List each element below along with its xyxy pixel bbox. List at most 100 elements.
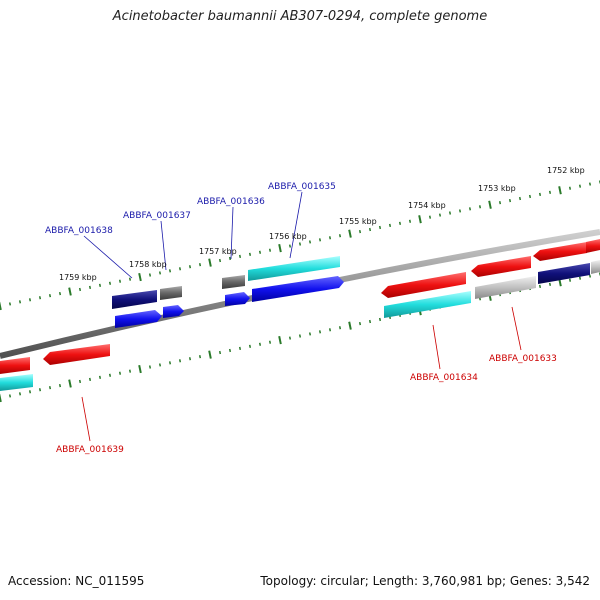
scale-tick [98,283,102,287]
scale-tick [278,336,282,345]
scale-label: 1752 kbp [547,166,585,175]
gene-feature[interactable] [222,275,245,289]
scale-tick [118,371,122,375]
scale-tick [128,277,132,281]
scale-tick [18,392,22,396]
scale-tick [88,377,92,382]
gene-label[interactable]: ABBFA_001637 [123,211,191,221]
scale-tick [78,379,82,384]
scale-tick [268,248,272,252]
gene-feature[interactable] [252,276,344,302]
gene-feature[interactable] [591,260,600,274]
gene-feature[interactable] [0,357,30,374]
scale-tick [198,263,202,267]
scale-tick [0,301,2,311]
scale-tick [228,256,232,261]
scale-tick [368,319,372,324]
scale-tick [0,393,2,403]
gene-feature[interactable] [225,292,250,306]
scale-tick [398,221,402,225]
gene-feature[interactable] [163,305,184,318]
gene-feature[interactable] [384,291,471,318]
scale-tick [358,321,362,326]
scale-tick [48,294,52,298]
forward-strand-genes [112,256,344,328]
gene-label[interactable]: ABBFA_001633 [489,354,557,364]
gene-feature[interactable] [475,276,536,299]
scale-label: 1755 kbp [339,217,377,226]
topology-text: Topology: circular; Length: 3,760,981 bp… [260,574,590,588]
scale-tick [568,278,572,282]
scale-tick [498,201,502,205]
scale-tick [518,196,522,201]
scale-tick [388,223,392,228]
reverse-strand-genes-left [0,344,110,391]
scale-tick [548,190,552,194]
scale-tick [248,252,252,256]
scale-tick [178,267,182,271]
map-title: Acinetobacter baumannii AB307-0294, comp… [112,9,488,24]
gene-feature[interactable] [0,374,33,391]
scale-tick [238,346,242,351]
scale-tick [578,276,582,280]
scale-label: 1753 kbp [478,184,516,193]
gene-feature[interactable] [586,239,600,253]
gene-feature[interactable] [112,290,157,309]
outer-scale-ticks [0,180,600,311]
scale-tick [318,238,322,242]
scale-tick [168,361,172,365]
scale-tick [478,205,482,209]
scale-tick [348,229,352,238]
scale-tick [258,250,262,254]
scale-tick [278,244,282,253]
scale-tick [208,258,212,267]
gene-label[interactable]: ABBFA_001635 [268,182,336,192]
scale-tick [288,244,292,248]
gene-label[interactable]: ABBFA_001639 [56,445,124,455]
scale-tick [158,363,162,367]
scale-tick [548,282,552,286]
scale-tick [208,350,212,359]
scale-tick [218,350,222,355]
scale-tick [588,274,592,278]
scale-tick [58,291,62,296]
gene-feature[interactable] [43,344,110,365]
scale-tick [168,269,172,273]
gene-feature[interactable] [160,286,182,300]
scale-tick [298,242,302,246]
scale-tick [568,186,572,190]
scale-tick [18,300,22,304]
scale-tick [328,328,332,332]
gene-callout-lines [81,191,522,442]
accession-text: Accession: NC_011595 [8,574,145,588]
scale-tick [438,213,442,217]
gene-feature[interactable] [538,263,590,284]
gene-label[interactable]: ABBFA_001634 [410,373,478,383]
scale-tick [558,186,562,195]
scale-tick [578,184,582,188]
scale-tick [338,234,342,238]
scale-tick [178,359,182,363]
gene-feature[interactable] [533,242,587,261]
scale-tick [538,284,542,289]
scale-tick [308,240,312,244]
scale-tick [138,272,142,282]
scale-tick [228,348,232,353]
scale-tick [68,287,72,296]
scale-tick [108,281,112,285]
scale-labels: 1752 kbp 1753 kbp 1754 kbp 1755 kbp 1756… [59,166,585,282]
gene-label[interactable]: ABBFA_001638 [45,226,113,236]
gene-label[interactable]: ABBFA_001636 [197,197,265,207]
gene-feature[interactable] [115,310,162,328]
scale-tick [218,258,222,263]
scale-tick [338,326,342,330]
gene-feature[interactable] [471,256,531,277]
gene-feature[interactable] [248,256,340,281]
gene-feature[interactable] [381,272,466,298]
scale-tick [348,321,352,330]
scale-label: 1754 kbp [408,201,446,210]
scale-tick [48,386,52,390]
scale-tick [38,296,42,300]
scale-tick [158,271,162,275]
